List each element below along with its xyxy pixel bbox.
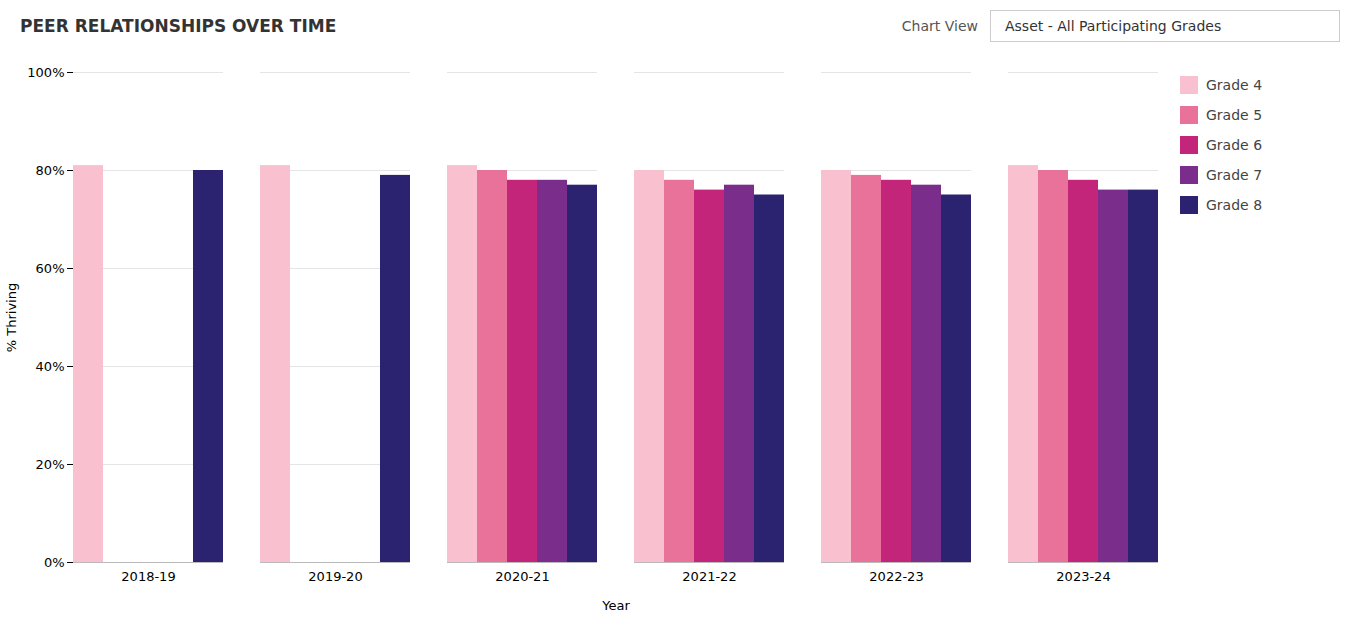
html-text:Grade 8: Grade 8 <box>1206 197 1262 213</box>
html-text:Grade 4: Grade 4 <box>1206 77 1262 93</box>
svg-text:% Thriving: % Thriving <box>4 283 19 352</box>
svg-text:80%: 80% <box>36 163 65 178</box>
html-text:PEER RELATIONSHIPS OVER TIME: PEER RELATIONSHIPS OVER TIME <box>20 16 337 36</box>
svg-text:60%: 60% <box>36 261 65 276</box>
html-text:Grade 6: Grade 6 <box>1206 137 1262 153</box>
html-text:Asset - All Participating Grad: Asset - All Participating Grades <box>1005 18 1222 34</box>
svg-text:20%: 20% <box>36 457 65 472</box>
svg-text:2023-24: 2023-24 <box>1056 569 1110 584</box>
svg-text:40%: 40% <box>36 359 65 374</box>
svg-text:Year: Year <box>601 598 630 613</box>
html-text:Chart View: Chart View <box>901 18 978 34</box>
svg-text:0%: 0% <box>44 555 65 570</box>
svg-text:2021-22: 2021-22 <box>682 569 736 584</box>
html-text:Grade 7: Grade 7 <box>1206 167 1262 183</box>
html-text:Grade 5: Grade 5 <box>1206 107 1262 123</box>
svg-text:2022-23: 2022-23 <box>869 569 923 584</box>
svg-text:2019-20: 2019-20 <box>308 569 362 584</box>
svg-text:2020-21: 2020-21 <box>495 569 549 584</box>
svg-text:100%: 100% <box>27 65 64 80</box>
svg-text:2018-19: 2018-19 <box>121 569 175 584</box>
